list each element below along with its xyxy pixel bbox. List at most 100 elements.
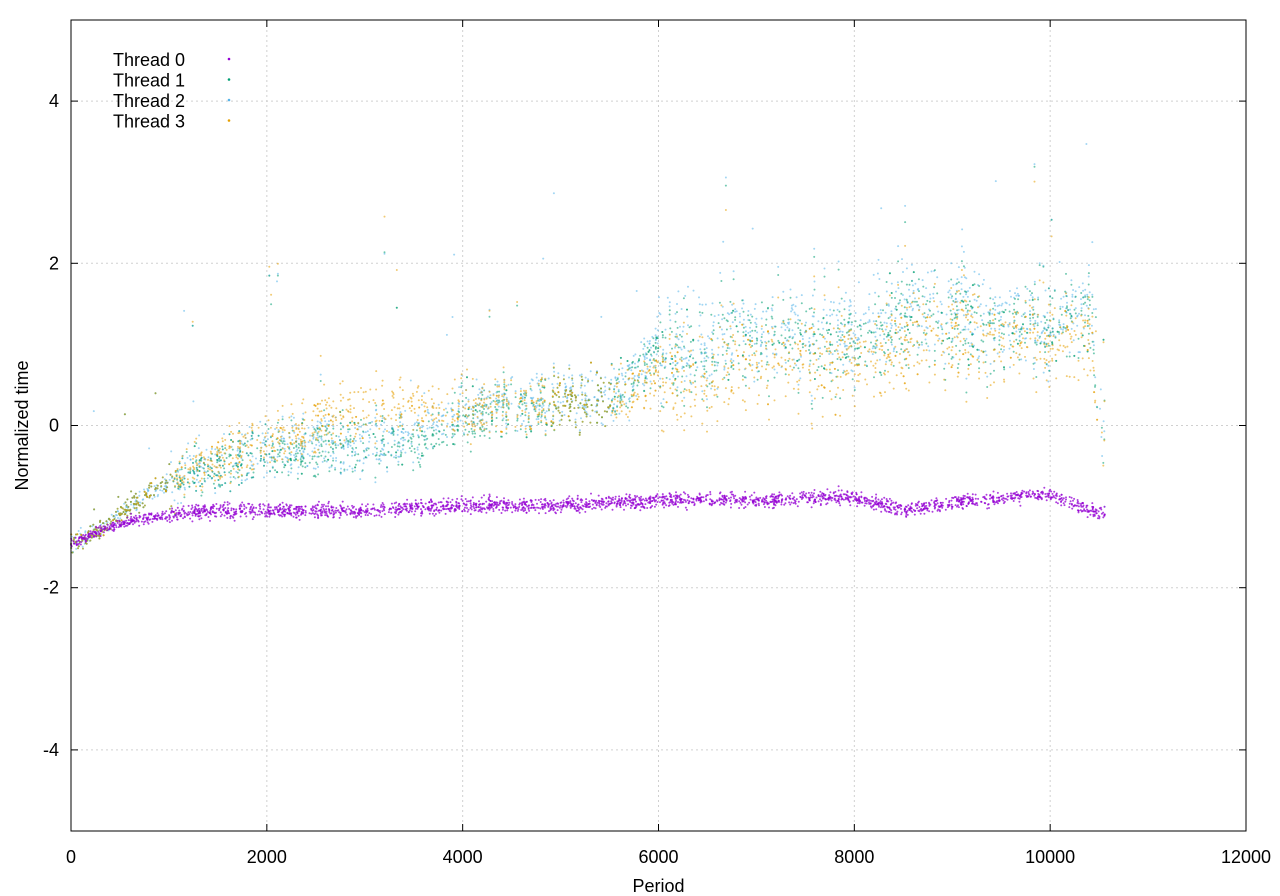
data-point — [749, 330, 752, 333]
data-point — [518, 406, 521, 409]
data-point — [895, 324, 897, 327]
data-point — [354, 427, 357, 429]
data-point — [636, 384, 639, 387]
data-point — [976, 326, 979, 329]
data-point — [685, 362, 688, 365]
data-point — [633, 391, 636, 394]
data-point — [589, 421, 592, 424]
data-point — [264, 432, 267, 435]
data-point — [680, 360, 683, 362]
data-point — [488, 437, 491, 440]
data-point — [656, 342, 659, 345]
data-point — [973, 311, 976, 314]
data-point — [1077, 351, 1080, 354]
data-point — [124, 513, 127, 515]
data-point — [866, 365, 868, 368]
data-point — [1001, 350, 1004, 353]
data-point — [293, 431, 296, 434]
data-point — [857, 380, 860, 383]
data-point — [1092, 369, 1095, 372]
data-point — [453, 253, 456, 256]
data-point — [700, 385, 703, 388]
data-point — [415, 390, 418, 393]
data-point — [811, 343, 814, 345]
data-point — [993, 348, 996, 351]
data-point — [948, 337, 951, 340]
data-point — [1043, 332, 1046, 335]
data-point — [759, 353, 762, 356]
data-point — [929, 293, 931, 296]
data-point — [837, 352, 840, 355]
data-point — [334, 468, 337, 471]
data-point — [1029, 319, 1032, 322]
data-point — [786, 326, 789, 329]
data-point — [895, 290, 897, 293]
data-point — [816, 369, 819, 372]
data-point — [235, 470, 238, 473]
data-point — [787, 318, 790, 321]
data-point — [335, 419, 338, 422]
data-point — [1000, 348, 1003, 351]
data-point — [933, 269, 936, 272]
data-point — [1093, 374, 1096, 377]
data-point — [917, 346, 920, 349]
data-point — [287, 470, 290, 473]
data-point — [680, 391, 682, 394]
data-point — [683, 404, 686, 407]
data-point — [941, 328, 944, 331]
data-point — [416, 456, 419, 459]
data-point — [1020, 333, 1023, 336]
data-point — [317, 455, 320, 458]
data-point — [302, 457, 305, 460]
data-point — [1065, 330, 1067, 333]
data-point — [1094, 399, 1097, 402]
data-point — [947, 291, 950, 294]
data-point — [668, 337, 671, 340]
data-point — [407, 400, 410, 403]
data-point — [1033, 312, 1036, 315]
data-point — [712, 324, 715, 327]
data-point — [925, 349, 928, 352]
data-point — [296, 452, 299, 455]
data-point — [922, 315, 925, 318]
data-point — [704, 303, 707, 306]
data-point — [688, 364, 691, 367]
data-point — [1099, 407, 1101, 410]
data-point — [747, 310, 750, 312]
data-point — [728, 313, 731, 316]
data-point — [732, 368, 735, 370]
data-point — [771, 340, 774, 343]
data-point — [837, 319, 839, 322]
data-point — [829, 322, 832, 325]
data-point — [505, 419, 508, 422]
data-point — [496, 403, 499, 406]
data-point — [808, 349, 810, 351]
data-point — [883, 338, 885, 340]
data-point — [1047, 344, 1050, 347]
data-point — [794, 321, 797, 324]
data-point — [653, 351, 656, 354]
data-point — [895, 328, 897, 331]
data-point — [187, 471, 190, 474]
data-point — [1091, 293, 1094, 296]
data-point — [1018, 334, 1021, 337]
data-point — [774, 325, 777, 328]
data-point — [608, 388, 611, 391]
data-point — [1000, 324, 1003, 326]
data-point — [581, 420, 584, 423]
data-point — [978, 360, 980, 363]
data-point — [840, 322, 842, 325]
data-point — [845, 353, 848, 355]
data-point — [483, 434, 486, 437]
data-point — [1032, 316, 1035, 319]
data-point — [239, 450, 242, 452]
data-point — [849, 300, 852, 303]
data-point — [209, 475, 212, 478]
data-point — [753, 352, 756, 355]
data-point — [930, 270, 933, 273]
data-point — [1050, 218, 1053, 221]
data-point — [257, 434, 260, 437]
data-point — [1013, 316, 1016, 318]
data-point — [474, 413, 476, 416]
data-point — [497, 401, 500, 404]
